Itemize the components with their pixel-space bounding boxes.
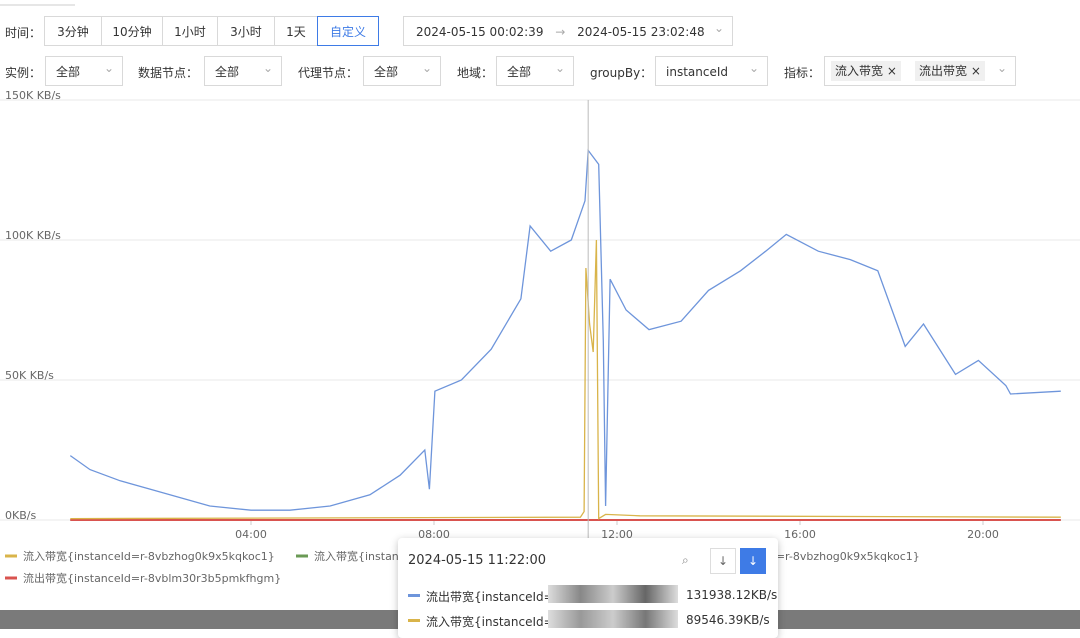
x-tick-label: 04:00 xyxy=(235,528,267,541)
y-tick-label: 50K KB/s xyxy=(5,369,54,382)
tooltip-swatch xyxy=(408,619,420,622)
tag-text: 流入带宽 xyxy=(835,64,884,78)
x-tick-label: 16:00 xyxy=(784,528,816,541)
y-tick-label: 0KB/s xyxy=(5,509,36,522)
y-tick-label: 150K KB/s xyxy=(5,89,61,102)
metric-label: 指标： xyxy=(784,66,821,80)
tooltip-row-name: 流出带宽{instanceId=r- xyxy=(426,590,563,604)
tooltip: 2024-05-15 11:22:00 ⌕ ↓ ↓ 流出带宽{instanceI… xyxy=(398,538,778,638)
start-date: 2024-05-15 00:02:39 xyxy=(416,25,544,39)
y-tick-label: 100K KB/s xyxy=(5,229,61,242)
legend-label: 流出带宽{instanceId=r-8vblm30r3b5pmkfhgm} xyxy=(23,571,281,585)
range-button[interactable]: 3小时 xyxy=(217,16,275,46)
sort-button[interactable]: ↓ xyxy=(710,548,736,574)
region-select[interactable]: 全部 xyxy=(496,53,574,86)
proxy-node-label: 代理节点： xyxy=(298,66,359,80)
value: instanceId xyxy=(666,65,728,79)
data-node-select[interactable]: 全部 xyxy=(204,53,282,86)
legend-label: 流入带宽{instanceId=r-8vbzhog0k9x5kqkoc1} xyxy=(23,549,275,563)
value: 全部 xyxy=(374,65,399,79)
tooltip-swatch xyxy=(408,594,420,597)
range-button[interactable]: 自定义 xyxy=(317,16,379,46)
groupby-label: groupBy： xyxy=(590,66,653,80)
end-date: 2024-05-15 23:02:48 xyxy=(577,25,705,39)
metric-tag[interactable]: 流出带宽 × xyxy=(915,61,985,81)
proxy-node-select[interactable]: 全部 xyxy=(363,53,441,86)
sort-button-active[interactable]: ↓ xyxy=(740,548,766,574)
x-tick-label: 08:00 xyxy=(418,528,450,541)
redaction xyxy=(548,610,678,628)
x-tick-label: 20:00 xyxy=(967,528,999,541)
tooltip-row-value: 89546.39KB/s xyxy=(686,613,770,627)
range-button[interactable]: 1小时 xyxy=(162,16,218,46)
tooltip-row-value: 131938.12KB/s xyxy=(686,588,778,602)
series-line xyxy=(70,239,1061,520)
date-range[interactable]: 2024-05-15 00:02:39 → 2024-05-15 23:02:4… xyxy=(403,13,733,46)
metric-select[interactable]: 流入带宽 × 流出带宽 × xyxy=(824,53,1016,86)
value: 全部 xyxy=(215,65,240,79)
x-tick-label: 12:00 xyxy=(601,528,633,541)
instance-label: 实例： xyxy=(5,66,42,80)
search-icon[interactable]: ⌕ xyxy=(682,553,689,567)
tooltip-row-name: 流入带宽{instanceId=r- xyxy=(426,615,563,629)
instance-select[interactable]: 全部 xyxy=(45,53,123,86)
range-button[interactable]: 1天 xyxy=(274,16,318,46)
value: 全部 xyxy=(56,65,81,79)
series-line xyxy=(69,148,1061,511)
arrow: → xyxy=(555,25,566,39)
data-node-label: 数据节点： xyxy=(138,66,199,80)
groupby-select[interactable]: instanceId xyxy=(655,53,768,86)
value: 全部 xyxy=(507,65,532,79)
region-label: 地域： xyxy=(457,66,494,80)
time-label: 时间： xyxy=(5,26,42,40)
tooltip-time: 2024-05-15 11:22:00 xyxy=(408,553,547,568)
metric-tag[interactable]: 流入带宽 × xyxy=(831,61,901,81)
tag-text: 流出带宽 xyxy=(919,64,968,78)
redaction xyxy=(548,585,678,603)
